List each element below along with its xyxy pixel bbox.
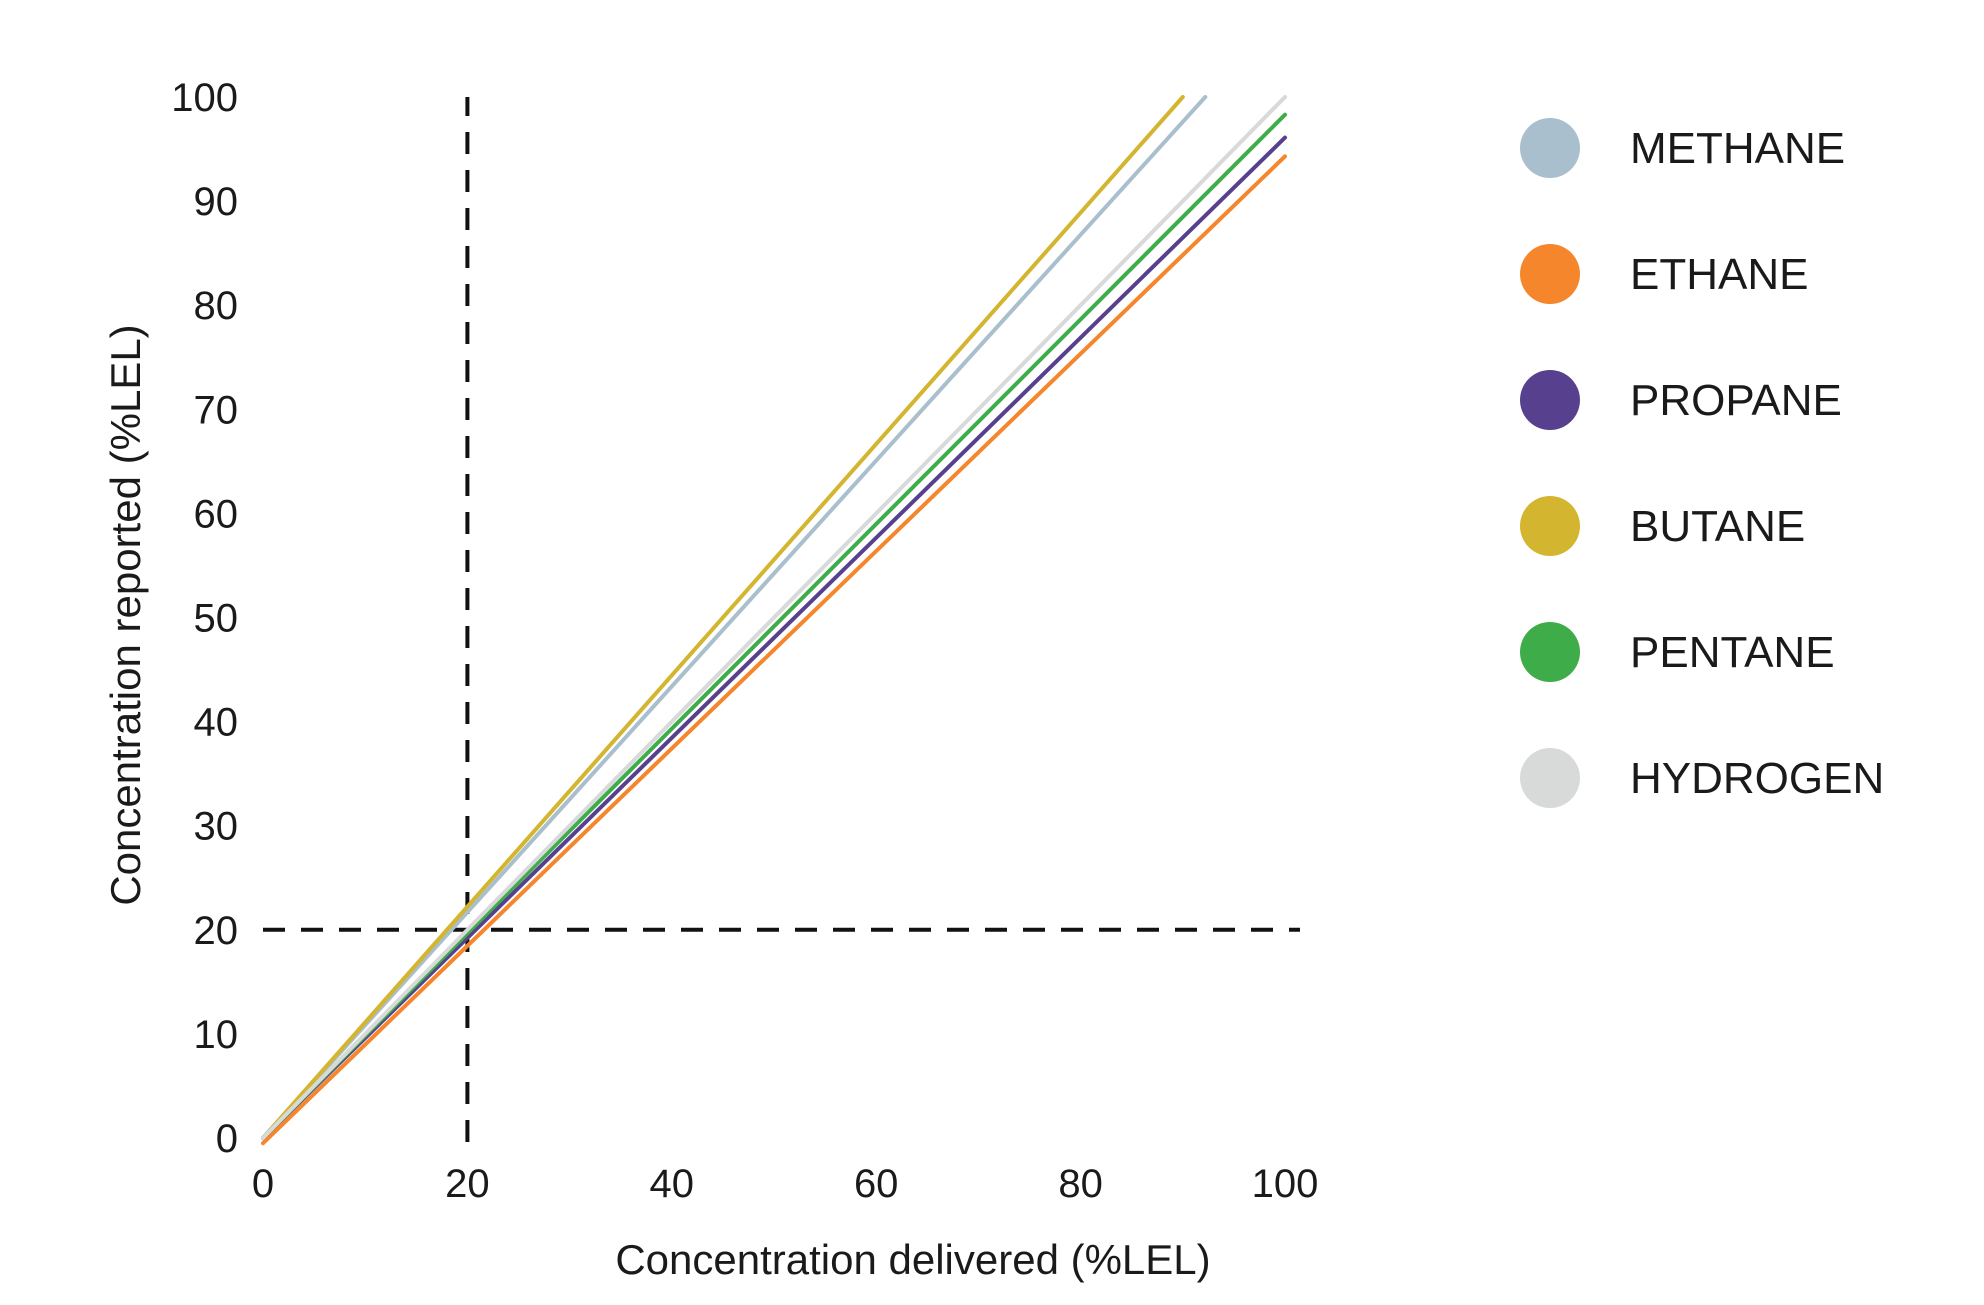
x-tick-label: 0 [252, 1162, 274, 1206]
series-line-butane [261, 95, 1185, 1140]
x-tick-label: 80 [1058, 1162, 1103, 1206]
y-tick-label: 90 [194, 180, 239, 224]
legend-label: HYDROGEN [1630, 754, 1885, 803]
x-axis-title: Concentration delivered (%LEL) [615, 1236, 1210, 1283]
x-tick-label: 100 [1252, 1162, 1319, 1206]
series-line-propane [261, 135, 1287, 1140]
series-line-methane [261, 95, 1208, 1140]
y-tick-label: 50 [194, 597, 239, 641]
x-axis-ticks: 0 20 40 60 80 100 [252, 1162, 1319, 1206]
legend-swatch [1520, 496, 1580, 556]
y-axis-ticks: 0 10 20 30 40 50 60 70 80 90 100 [171, 76, 238, 1161]
y-tick-label: 10 [194, 1013, 239, 1057]
legend-label: METHANE [1630, 124, 1846, 173]
y-tick-label: 60 [194, 492, 239, 536]
legend-swatch [1520, 748, 1580, 808]
legend-swatch [1520, 622, 1580, 682]
legend-label: BUTANE [1630, 502, 1806, 551]
y-tick-label: 30 [194, 805, 239, 849]
legend-label: PROPANE [1630, 376, 1842, 425]
x-tick-label: 20 [445, 1162, 490, 1206]
y-tick-label: 40 [194, 701, 239, 745]
x-tick-label: 60 [854, 1162, 899, 1206]
series-line-hydrogen [261, 95, 1287, 1140]
legend-swatch [1520, 370, 1580, 430]
y-tick-label: 70 [194, 388, 239, 432]
legend-swatch [1520, 118, 1580, 178]
legend-label: PENTANE [1630, 628, 1835, 677]
series-line-ethane [261, 154, 1287, 1146]
y-tick-label: 20 [194, 909, 239, 953]
series-lines [261, 95, 1287, 1146]
y-tick-label: 100 [171, 76, 238, 120]
y-tick-label: 0 [216, 1117, 238, 1161]
legend-label: ETHANE [1630, 250, 1809, 299]
x-tick-label: 40 [650, 1162, 695, 1206]
y-tick-label: 80 [194, 284, 239, 328]
series-line-pentane [261, 112, 1287, 1140]
legend-swatch [1520, 244, 1580, 304]
y-axis-title: Concentration reported (%LEL) [102, 324, 149, 905]
reference-lines [263, 97, 1300, 1142]
